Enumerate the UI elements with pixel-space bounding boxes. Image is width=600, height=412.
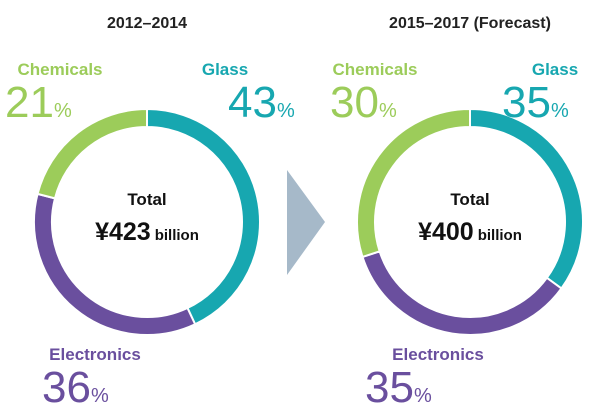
value-label: 30% bbox=[330, 78, 397, 127]
category-label: Chemicals bbox=[332, 60, 417, 79]
donut-slice bbox=[36, 107, 148, 200]
center-label: Total bbox=[127, 190, 166, 209]
arrow bbox=[287, 170, 325, 275]
value-label: 35% bbox=[365, 363, 432, 412]
center-value: ¥400 bbox=[418, 218, 474, 246]
value-label: 35% bbox=[502, 78, 569, 127]
chart-title: 2015–2017 (Forecast) bbox=[389, 15, 551, 32]
category-label: Chemicals bbox=[17, 60, 102, 79]
center-unit: billion bbox=[155, 227, 199, 244]
category-label: Glass bbox=[202, 60, 248, 79]
donut-slice bbox=[146, 107, 261, 326]
donut-slice bbox=[356, 107, 471, 259]
center-value: ¥423 bbox=[95, 218, 151, 246]
donut-slice bbox=[361, 250, 563, 336]
center-label: Total bbox=[450, 190, 489, 209]
category-label: Glass bbox=[532, 60, 578, 79]
category-label: Electronics bbox=[392, 345, 484, 364]
value-label: 43% bbox=[228, 78, 295, 127]
value-label: 21% bbox=[5, 78, 72, 127]
value-label: 36% bbox=[42, 363, 109, 412]
chart-title: 2012–2014 bbox=[107, 15, 187, 32]
category-label: Electronics bbox=[49, 345, 141, 364]
center-unit: billion bbox=[478, 227, 522, 244]
donut-slice bbox=[33, 192, 197, 336]
